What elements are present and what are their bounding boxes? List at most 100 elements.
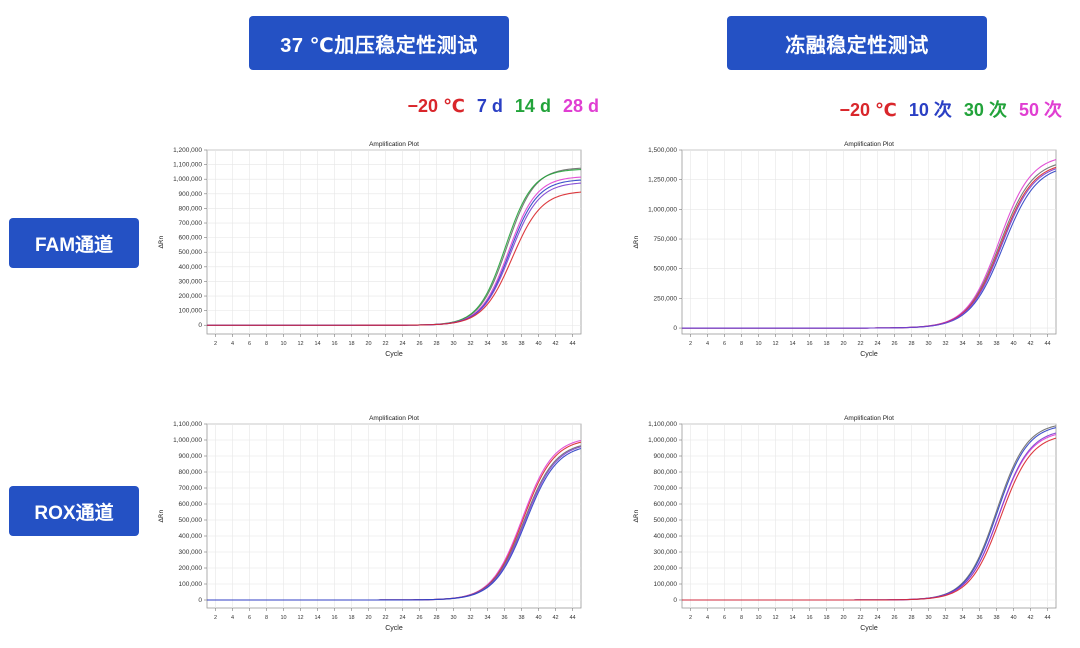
plot-svg: 2 4 6 8 10 12 14 16 18 20 22 24 26 28 30 32 34 36 38 40 42 44… bbox=[157, 141, 582, 358]
x-tick-label: 18 bbox=[823, 341, 829, 347]
y-tick-label: 1,100,000 bbox=[648, 421, 677, 428]
y-tick-label: 500,000 bbox=[179, 249, 203, 256]
x-tick-label: 28 bbox=[433, 341, 439, 347]
x-axis-label: Cycle bbox=[385, 625, 403, 632]
legend-item: −20 ℃ bbox=[407, 96, 465, 116]
x-tick-label: 34 bbox=[959, 341, 965, 347]
plot-frame bbox=[206, 149, 582, 335]
x-tick-label: 40 bbox=[1010, 341, 1016, 347]
chart-title: Amplification Plot bbox=[369, 141, 419, 148]
amplification-plot-rox-freeze-thaw: 2 4 6 8 10 12 14 16 18 20 22 24 26 28 30 32 34 36 38 40 42 44… bbox=[630, 410, 1066, 642]
x-tick-label: 2 bbox=[689, 341, 692, 347]
y-tick-label: 700,000 bbox=[179, 220, 203, 227]
legend-pressure: −20 ℃ 7 d 14 d 28 d bbox=[401, 96, 599, 117]
amplification-plot-fam-freeze-thaw: 2 4 6 8 10 12 14 16 18 20 22 24 26 28 30 32 34 36 38 40 42 44… bbox=[630, 136, 1066, 368]
x-tick-label: 16 bbox=[331, 341, 337, 347]
y-tick-label: 1,500,000 bbox=[648, 147, 677, 154]
amplification-plot-fam-pressure: 2 4 6 8 10 12 14 16 18 20 22 24 26 28 30 32 34 36 38 40 42 44… bbox=[155, 136, 591, 368]
y-tick-label: 900,000 bbox=[179, 453, 203, 460]
y-tick-label: 200,000 bbox=[654, 565, 678, 572]
row-label-rox: ROX通道 bbox=[9, 486, 139, 536]
x-tick-label: 4 bbox=[231, 615, 234, 621]
x-tick-label: 42 bbox=[552, 615, 558, 621]
y-tick-label: 300,000 bbox=[179, 549, 203, 556]
x-tick-label: 42 bbox=[1027, 615, 1033, 621]
x-tick-label: 10 bbox=[755, 615, 761, 621]
x-axis-label: Cycle bbox=[860, 351, 878, 358]
amplification-curve-5 bbox=[207, 191, 582, 326]
x-tick-label: 6 bbox=[723, 341, 726, 347]
plot-svg: 2 4 6 8 10 12 14 16 18 20 22 24 26 28 30 32 34 36 38 40 42 44… bbox=[632, 415, 1057, 632]
x-tick-label: 42 bbox=[1027, 341, 1033, 347]
y-tick-label: 1,100,000 bbox=[173, 162, 202, 169]
y-axis-label: ΔRn bbox=[632, 509, 640, 522]
y-tick-label: 500,000 bbox=[654, 266, 678, 273]
x-tick-label: 10 bbox=[755, 341, 761, 347]
x-tick-label: 16 bbox=[806, 341, 812, 347]
x-tick-label: 8 bbox=[265, 341, 268, 347]
x-tick-label: 44 bbox=[1044, 341, 1050, 347]
x-tick-label: 14 bbox=[789, 615, 795, 621]
plot-frame bbox=[681, 423, 1057, 609]
y-tick-label: 700,000 bbox=[654, 485, 678, 492]
y-tick-label: 900,000 bbox=[654, 453, 678, 460]
x-tick-label: 4 bbox=[231, 341, 234, 347]
x-tick-label: 2 bbox=[214, 615, 217, 621]
y-tick-label: 500,000 bbox=[179, 517, 203, 524]
x-tick-label: 2 bbox=[214, 341, 217, 347]
plot-frame bbox=[681, 149, 1057, 335]
plot-svg: 2 4 6 8 10 12 14 16 18 20 22 24 26 28 30 32 34 36 38 40 42 44… bbox=[157, 415, 582, 632]
y-tick-label: 1,200,000 bbox=[173, 147, 202, 154]
y-tick-label: 400,000 bbox=[179, 264, 203, 271]
legend-item: 50 次 bbox=[1018, 100, 1062, 120]
header-freeze-thaw-stability: 冻融稳定性测试 bbox=[727, 16, 987, 70]
x-tick-label: 34 bbox=[484, 341, 490, 347]
x-tick-label: 36 bbox=[976, 341, 982, 347]
x-tick-label: 38 bbox=[518, 341, 524, 347]
y-tick-label: 900,000 bbox=[179, 191, 203, 198]
y-tick-label: 100,000 bbox=[179, 308, 203, 315]
row-label-fam: FAM通道 bbox=[9, 218, 139, 268]
y-tick-label: 600,000 bbox=[654, 501, 678, 508]
x-tick-label: 44 bbox=[569, 615, 575, 621]
x-tick-label: 30 bbox=[925, 615, 931, 621]
x-tick-label: 10 bbox=[280, 341, 286, 347]
x-tick-label: 12 bbox=[772, 341, 778, 347]
header-pressure-stability: 37 ℃加压稳定性测试 bbox=[249, 16, 509, 70]
x-tick-label: 4 bbox=[706, 341, 709, 347]
y-axis-label: ΔRn bbox=[632, 235, 640, 248]
x-tick-label: 8 bbox=[740, 615, 743, 621]
y-tick-label: 1,250,000 bbox=[648, 177, 677, 184]
plot-frame bbox=[206, 423, 582, 609]
x-tick-label: 36 bbox=[976, 615, 982, 621]
x-tick-label: 26 bbox=[891, 615, 897, 621]
x-tick-label: 18 bbox=[348, 615, 354, 621]
y-tick-label: 400,000 bbox=[654, 533, 678, 540]
x-tick-label: 40 bbox=[1010, 615, 1016, 621]
x-tick-label: 34 bbox=[484, 615, 490, 621]
x-tick-label: 14 bbox=[314, 615, 320, 621]
x-tick-label: 26 bbox=[416, 341, 422, 347]
x-tick-label: 38 bbox=[993, 615, 999, 621]
y-axis-label: ΔRn bbox=[157, 509, 165, 522]
x-tick-label: 14 bbox=[314, 341, 320, 347]
x-tick-label: 32 bbox=[942, 341, 948, 347]
x-tick-label: 30 bbox=[450, 615, 456, 621]
legend-freeze-thaw: −20 ℃ 10 次 30 次 50 次 bbox=[833, 96, 1062, 122]
amplification-curve-4 bbox=[207, 448, 582, 601]
x-tick-label: 36 bbox=[501, 615, 507, 621]
y-tick-label: 0 bbox=[673, 597, 677, 604]
x-tick-label: 44 bbox=[569, 341, 575, 347]
x-tick-label: 18 bbox=[348, 341, 354, 347]
legend-item: −20 ℃ bbox=[839, 100, 897, 120]
x-axis-label: Cycle bbox=[860, 625, 878, 632]
x-axis-label: Cycle bbox=[385, 351, 403, 358]
x-tick-label: 40 bbox=[535, 615, 541, 621]
y-tick-label: 1,000,000 bbox=[173, 176, 202, 183]
x-tick-label: 24 bbox=[874, 341, 880, 347]
legend-item: 7 d bbox=[476, 96, 503, 116]
legend-item: 28 d bbox=[562, 96, 599, 116]
x-tick-label: 38 bbox=[518, 615, 524, 621]
x-tick-label: 36 bbox=[501, 341, 507, 347]
y-tick-label: 100,000 bbox=[179, 581, 203, 588]
